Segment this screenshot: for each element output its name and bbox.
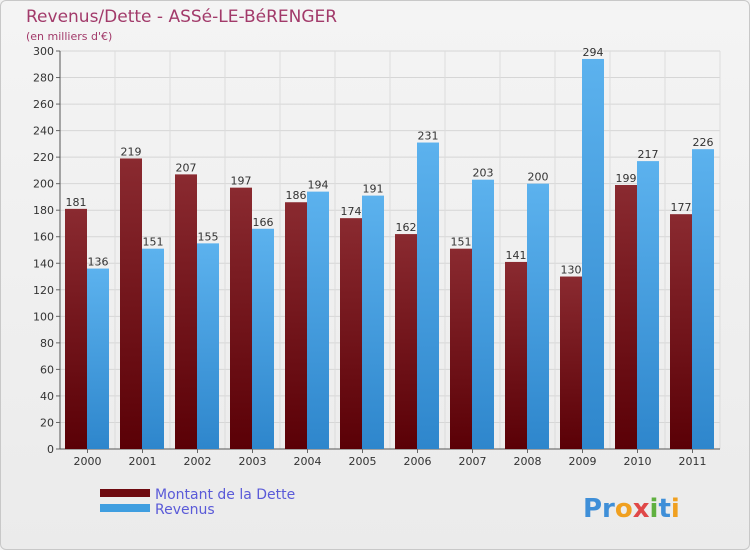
legend-label-dette: Montant de la Dette (155, 487, 295, 503)
data-label-dette: 177 (671, 201, 692, 214)
data-label-dette: 162 (396, 221, 417, 234)
data-label-dette: 151 (451, 236, 472, 249)
x-tick-label: 2004 (294, 455, 322, 468)
y-tick-label: 100 (33, 310, 54, 323)
data-label-dette: 141 (506, 249, 527, 262)
data-label-dette: 186 (286, 189, 307, 202)
x-tick-label: 2006 (404, 455, 432, 468)
data-label-dette: 197 (231, 175, 252, 188)
data-label-dette: 219 (121, 145, 142, 158)
y-tick-label: 80 (40, 337, 54, 350)
x-tick-label: 2008 (514, 455, 542, 468)
y-tick-label: 260 (33, 98, 54, 111)
data-label-revenus: 231 (418, 130, 439, 143)
x-tick-label: 2011 (679, 455, 707, 468)
data-label-revenus: 136 (88, 256, 109, 269)
y-tick-label: 280 (33, 72, 54, 85)
bar-dette (670, 214, 692, 449)
y-tick-label: 120 (33, 284, 54, 297)
bar-dette (230, 187, 252, 449)
bar-revenus (582, 58, 604, 450)
data-label-revenus: 226 (693, 136, 714, 149)
bar-dette (285, 202, 307, 449)
x-tick-label: 2007 (459, 455, 487, 468)
y-tick-label: 180 (33, 204, 54, 217)
bar-revenus (362, 195, 384, 449)
bar-revenus (197, 243, 219, 449)
bar-dette (340, 218, 362, 449)
x-tick-label: 2003 (239, 455, 267, 468)
legend: Montant de la Dette Revenus (100, 487, 295, 518)
bar-dette (120, 158, 142, 449)
bar-dette (175, 174, 197, 449)
data-label-revenus: 294 (583, 46, 604, 59)
legend-swatch-dette (100, 489, 150, 497)
y-tick-label: 20 (40, 416, 54, 429)
y-tick-label: 140 (33, 257, 54, 270)
chart-subtitle: (en milliers d'€) (26, 30, 112, 43)
data-label-dette: 181 (66, 196, 87, 209)
y-tick-label: 220 (33, 151, 54, 164)
bar-revenus (472, 179, 494, 450)
data-label-revenus: 166 (253, 216, 274, 229)
bar-dette (505, 261, 527, 449)
y-tick-label: 300 (33, 45, 54, 58)
y-tick-label: 0 (47, 443, 54, 456)
chart-title: Revenus/Dette - ASSé-LE-BéRENGER (26, 7, 337, 27)
bar-revenus (692, 149, 714, 449)
bar-revenus (637, 161, 659, 449)
legend-swatch-revenus (100, 504, 150, 512)
legend-label-revenus: Revenus (155, 502, 215, 518)
bar-dette (560, 276, 582, 449)
x-tick-label: 2009 (569, 455, 597, 468)
x-tick-label: 2005 (349, 455, 377, 468)
bar-dette (65, 208, 87, 449)
bar-dette (395, 234, 417, 449)
bar-revenus (87, 268, 109, 449)
data-label-revenus: 203 (473, 167, 494, 180)
bar-revenus (527, 183, 549, 449)
y-tick-label: 160 (33, 231, 54, 244)
data-label-dette: 199 (616, 172, 637, 185)
bar-revenus (252, 228, 274, 449)
data-label-revenus: 155 (198, 230, 219, 243)
y-tick-label: 40 (40, 390, 54, 403)
data-label-dette: 130 (561, 264, 582, 277)
bar-revenus (417, 142, 439, 450)
logo: Proxiti (583, 494, 680, 524)
y-tick-label: 240 (33, 125, 54, 138)
x-tick-label: 2000 (74, 455, 102, 468)
data-label-revenus: 194 (308, 179, 329, 192)
data-label-dette: 174 (341, 205, 362, 218)
plot-area: 0 20 40 60 80 100 120 140 160 180 200 220 240 260 280 3… (33, 45, 721, 468)
y-tick-label: 60 (40, 363, 54, 376)
data-label-revenus: 217 (638, 148, 659, 161)
bar-revenus (142, 248, 164, 449)
data-label-revenus: 200 (528, 171, 549, 184)
data-label-revenus: 151 (143, 236, 164, 249)
bar-revenus (307, 191, 329, 450)
data-label-dette: 207 (176, 161, 197, 174)
x-tick-label: 2001 (129, 455, 157, 468)
y-tick-label: 200 (33, 178, 54, 191)
data-label-revenus: 191 (363, 183, 384, 196)
bar-dette (615, 184, 637, 449)
x-tick-label: 2010 (624, 455, 652, 468)
x-tick-label: 2002 (184, 455, 212, 468)
bar-dette (450, 248, 472, 449)
